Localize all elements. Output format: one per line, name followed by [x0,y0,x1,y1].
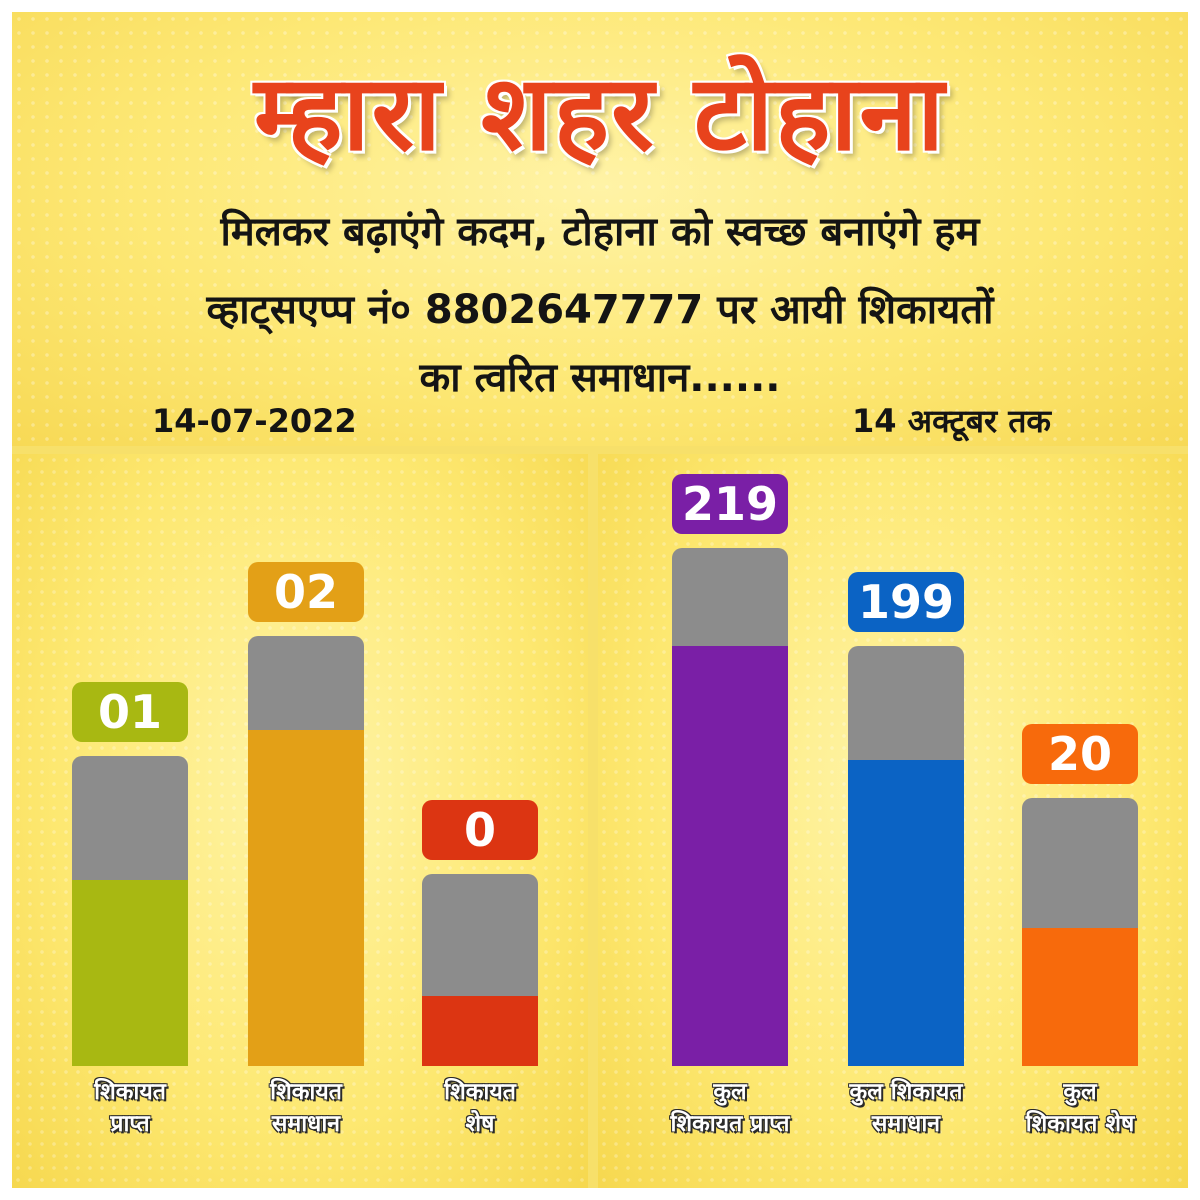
value-label-3: 0 [422,800,538,860]
category-label-3: शिकायत शेष [444,1079,516,1137]
header-dot-pattern [12,12,1188,446]
bar-fill-2 [848,760,964,1066]
bar-1 [672,548,788,1066]
subtitle-line-1: मिलकर बढ़ाएंगे कदम, टोहाना को स्वच्छ बना… [220,209,980,255]
bar-fill-2 [248,730,364,1066]
value-label-2: 02 [248,562,364,622]
subtitle-line-3: का त्वरित समाधान...... [419,355,781,401]
category-label-2: कुल शिकायत समाधान [849,1079,963,1137]
date-right: 14 अक्टूबर तक [852,402,1052,440]
subtitle-line-2: व्हाट्सएप्प नं० 8802647777 पर आयी शिकायत… [206,287,994,333]
bar-3 [422,874,538,1066]
category-label-1: कुल शिकायत प्राप्त [670,1079,790,1137]
value-label-1: 01 [72,682,188,742]
value-label-2: 199 [848,572,964,632]
value-label-3: 20 [1022,724,1138,784]
bar-1 [72,756,188,1066]
bar-2 [248,636,364,1066]
category-label-3: कुल शिकायत शेष [1025,1079,1135,1137]
category-label-1: शिकायत प्राप्त [94,1079,166,1137]
value-label-1: 219 [672,474,788,534]
bar-fill-1 [672,646,788,1066]
category-label-2: शिकायत समाधान [270,1079,342,1137]
header-banner: म्हारा शहर टोहाना मिलकर बढ़ाएंगे कदम, टो… [12,12,1188,446]
bar-fill-3 [1022,928,1138,1066]
daily-chart-panel: 01 शिकायत प्राप्त 02 शिकायत समाधान 0 शिकायत शेष [12,454,588,1188]
bar-fill-3 [422,996,538,1066]
bar-2 [848,646,964,1066]
total-chart-panel: 219 कुल शिकायत प्राप्त 199 कुल शिकायत समाधान 2… [598,454,1188,1188]
bar-fill-1 [72,880,188,1066]
date-left: 14-07-2022 [152,402,357,440]
bar-3 [1022,798,1138,1066]
page-title: म्हारा शहर टोहाना [253,52,947,174]
